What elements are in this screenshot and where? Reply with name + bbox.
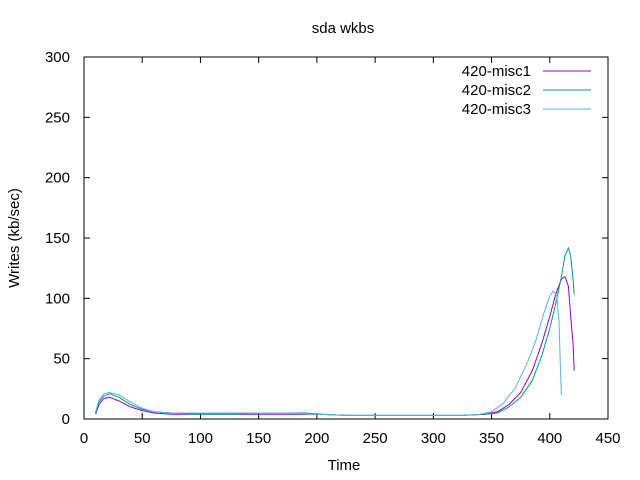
series-line-420-misc3 [95,290,562,416]
y-tick-label: 150 [45,230,70,247]
series-layer [95,247,575,416]
y-tick-label: 300 [45,49,70,66]
ticks: 0 50 100 150 200 250 300 350 400 450 0 50 100 150 200 2… [45,49,621,447]
x-tick-label: 400 [537,430,562,447]
x-tick-label: 150 [246,430,271,447]
series-line-420-misc1 [95,276,575,416]
x-axis-title: Time [328,457,361,474]
legend: 420-misc1 420-misc2 420-misc3 [462,63,591,118]
legend-label: 420-misc3 [462,101,531,118]
x-tick-label: 450 [595,430,620,447]
y-tick-label: 100 [45,290,70,307]
y-axis-title: Writes (kb/sec) [6,188,23,288]
chart-title: sda wkbs [312,20,375,37]
y-tick-label: 200 [45,170,70,187]
x-tick-label: 100 [188,430,213,447]
series-line-420-misc2 [95,247,575,416]
x-tick-label: 0 [80,430,88,447]
x-tick-label: 50 [134,430,151,447]
x-tick-label: 250 [363,430,388,447]
y-tick-label: 250 [45,109,70,126]
y-tick-label: 0 [62,411,70,428]
legend-label: 420-misc1 [462,63,531,80]
y-tick-label: 50 [53,351,70,368]
x-tick-label: 200 [304,430,329,447]
legend-label: 420-misc2 [462,82,531,99]
x-tick-label: 350 [479,430,504,447]
x-tick-label: 300 [421,430,446,447]
